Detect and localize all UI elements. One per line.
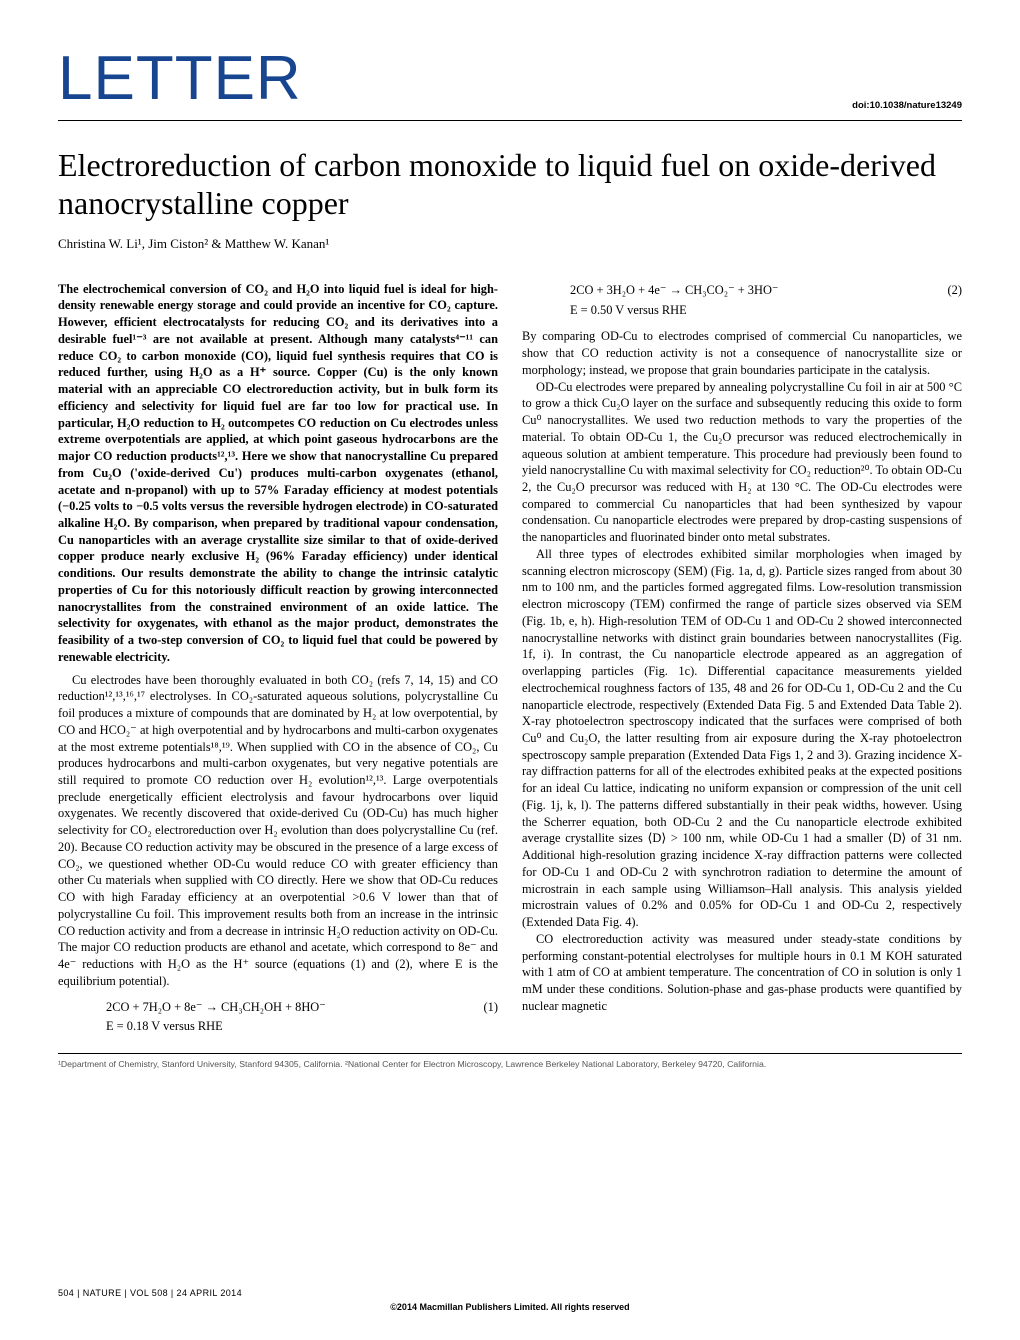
body-paragraph-3: OD-Cu electrodes were prepared by anneal… [522, 379, 962, 546]
article-type-heading: LETTER [58, 48, 962, 110]
doi-label: doi:10.1038/nature13249 [852, 100, 962, 111]
header-rule [58, 120, 962, 121]
page-footer: 504 | NATURE | VOL 508 | 24 APRIL 2014 ©… [58, 1288, 962, 1312]
article-title: Electroreduction of carbon monoxide to l… [58, 147, 962, 223]
equation-1: 2CO + 7H₂O + 8e⁻ → CH₃CH₂OH + 8HO⁻ (1) E… [106, 998, 498, 1038]
author-list: Christina W. Li¹, Jim Ciston² & Matthew … [58, 235, 962, 253]
equation-2-line1: 2CO + 3H₂O + 4e⁻ → CH₃CO₂⁻ + 3HO⁻ [570, 281, 936, 301]
equation-2-number: (2) [936, 281, 962, 301]
footer-copyright: ©2014 Macmillan Publishers Limited. All … [58, 1302, 962, 1312]
body-columns: The electrochemical conversion of CO₂ an… [58, 281, 962, 1038]
footer-page-info: 504 | NATURE | VOL 508 | 24 APRIL 2014 [58, 1288, 962, 1298]
equation-2-line2: E = 0.50 V versus RHE [570, 301, 962, 321]
body-paragraph-5: CO electroreduction activity was measure… [522, 931, 962, 1015]
body-paragraph-2: By comparing OD-Cu to electrodes compris… [522, 328, 962, 378]
equation-1-line2: E = 0.18 V versus RHE [106, 1017, 498, 1037]
abstract-paragraph: The electrochemical conversion of CO₂ an… [58, 281, 498, 666]
equation-2: 2CO + 3H₂O + 4e⁻ → CH₃CO₂⁻ + 3HO⁻ (2) E … [570, 281, 962, 321]
paper-page: LETTER doi:10.1038/nature13249 Electrore… [0, 0, 1020, 1098]
affiliations: ¹Department of Chemistry, Stanford Unive… [58, 1053, 962, 1070]
body-paragraph-1: Cu electrodes have been thoroughly evalu… [58, 672, 498, 990]
header-section: LETTER doi:10.1038/nature13249 [58, 48, 962, 121]
body-paragraph-4: All three types of electrodes exhibited … [522, 546, 962, 931]
equation-1-line1: 2CO + 7H₂O + 8e⁻ → CH₃CH₂OH + 8HO⁻ [106, 998, 472, 1018]
equation-1-number: (1) [472, 998, 498, 1018]
